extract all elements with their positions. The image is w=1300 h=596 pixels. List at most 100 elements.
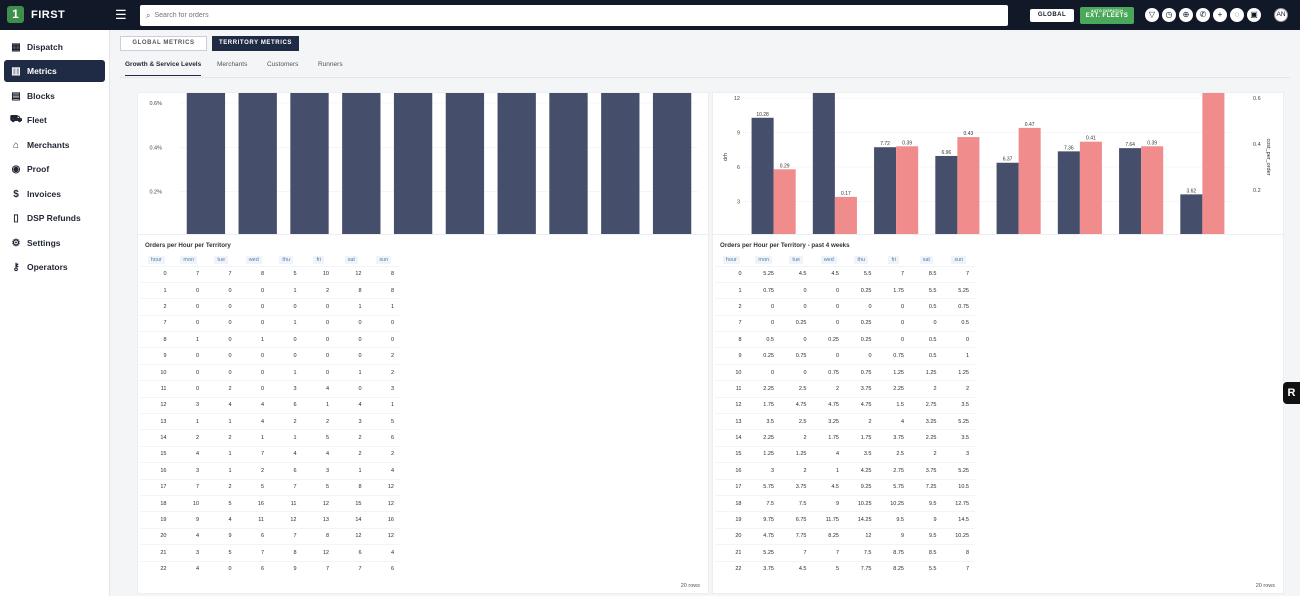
value-cell: 1	[270, 429, 303, 447]
chat-icon[interactable]: ◌	[1230, 8, 1244, 22]
sidebar-item-merchants[interactable]: ⌂ Merchants	[4, 134, 105, 156]
value-cell: 3.75	[747, 560, 780, 578]
bar-drh	[1119, 148, 1142, 236]
data-label: 0.39	[902, 140, 912, 146]
value-cell: 0	[237, 363, 270, 381]
value-cell: 0.25	[845, 331, 878, 348]
sidebar-item-fleet[interactable]: ⛟ Fleet	[4, 109, 105, 131]
value-cell: 4	[877, 413, 910, 430]
table-row: 1 0.75 0 0 0.25 1.75 5.5 5.25	[715, 281, 975, 299]
value-cell: 2	[302, 281, 335, 299]
calendar-icon[interactable]: ▣	[1247, 8, 1261, 22]
value-cell: 7	[302, 560, 335, 578]
value-cell: 0	[205, 331, 238, 348]
column-header[interactable]: mon	[748, 254, 781, 266]
column-header[interactable]: thu	[845, 254, 878, 266]
value-cell: 5.25	[747, 544, 780, 562]
column-header[interactable]: tue	[780, 254, 813, 266]
value-cell: 1.75	[747, 396, 780, 414]
sidebar-item-operators[interactable]: ⚷ Operators	[4, 256, 105, 278]
hour-cell: 15	[140, 445, 173, 463]
y-tick-label: 9	[737, 131, 740, 137]
value-cell: 2	[172, 429, 205, 447]
value-cell: 2.25	[877, 380, 910, 398]
y2-tick-label: 0.4	[1253, 142, 1261, 148]
table-header-row: hour mon tue wed thu fri sat sun	[140, 254, 400, 266]
column-header[interactable]: tue	[205, 254, 238, 266]
value-cell: 8.25	[877, 560, 910, 578]
search-bar[interactable]: ⌕	[140, 5, 1008, 26]
value-cell: 0	[172, 281, 205, 299]
tab-growth-service-levels[interactable]: Growth & Service Levels	[125, 61, 202, 76]
value-cell: 2	[812, 380, 845, 398]
search-input[interactable]	[154, 12, 955, 19]
side-widget-button[interactable]: R	[1283, 382, 1300, 404]
globe-icon[interactable]: ⊕	[1179, 8, 1193, 22]
value-cell: 2.75	[877, 462, 910, 480]
menu-collapse-icon[interactable]: ☰	[115, 7, 127, 22]
value-cell: 5	[812, 560, 845, 578]
plus-icon[interactable]: +	[1213, 8, 1227, 22]
column-header[interactable]: wed	[238, 254, 271, 266]
tab-runners[interactable]: Runners	[318, 61, 343, 68]
column-header[interactable]: thu	[270, 254, 303, 266]
column-header[interactable]: fri	[878, 254, 911, 266]
value-cell: 4	[812, 445, 845, 463]
value-cell: 0	[367, 314, 400, 332]
column-header-label: wed	[245, 255, 262, 264]
value-cell: 1	[335, 363, 368, 381]
column-header[interactable]: hour	[140, 254, 173, 266]
sidebar-item-proof[interactable]: ◉ Proof	[4, 158, 105, 180]
sidebar-item-settings[interactable]: ⚙ Settings	[4, 232, 105, 254]
column-header[interactable]: sun	[368, 254, 401, 266]
chart-panel-left: 0%0.2%0.4%0.6%June 23, 2025June 30, 2025…	[137, 92, 709, 260]
sidebar-item-dsp-refunds[interactable]: ▯ DSP Refunds	[4, 207, 105, 229]
value-cell: 0	[205, 363, 238, 381]
column-header[interactable]: fri	[303, 254, 336, 266]
value-cell: 0	[877, 298, 910, 316]
hour-cell: 1	[140, 281, 173, 299]
value-cell: 5	[367, 413, 400, 430]
global-button[interactable]: GLOBAL	[1030, 9, 1074, 22]
tab-territory-metrics[interactable]: TERRITORY METRICS	[212, 36, 299, 51]
column-header[interactable]: hour	[715, 254, 748, 266]
value-cell: 1	[335, 462, 368, 480]
logo-icon[interactable]: 1	[7, 6, 24, 23]
value-cell: 0	[910, 314, 943, 332]
column-header[interactable]: sat	[910, 254, 943, 266]
tab-merchants[interactable]: Merchants	[217, 61, 248, 68]
column-header[interactable]: sun	[943, 254, 976, 266]
data-label: 7.36	[1064, 145, 1074, 151]
value-cell: 0	[780, 298, 813, 316]
phone-icon[interactable]: ✆	[1196, 8, 1210, 22]
avatar[interactable]: AN	[1274, 8, 1288, 22]
column-header[interactable]: wed	[813, 254, 846, 266]
filter-icon[interactable]: ▽	[1145, 8, 1159, 22]
bar	[652, 92, 692, 236]
dispatch-icon: ▦	[11, 41, 21, 53]
column-header[interactable]: mon	[173, 254, 206, 266]
sidebar-item-blocks[interactable]: ▤ Blocks	[4, 85, 105, 107]
value-cell: 2	[942, 380, 975, 398]
value-cell: 12	[335, 527, 368, 545]
data-label: 7.72	[880, 141, 890, 147]
tab-global-metrics[interactable]: GLOBAL METRICS	[120, 36, 207, 51]
value-cell: 8	[942, 544, 975, 562]
value-cell: 2	[845, 413, 878, 430]
column-header[interactable]: sat	[335, 254, 368, 266]
chart-icon: ▥	[11, 65, 21, 77]
value-cell: 5.25	[942, 413, 975, 430]
sidebar-item-invoices[interactable]: $ Invoices	[4, 183, 105, 205]
tab-customers[interactable]: Customers	[267, 61, 299, 68]
auto-dispatch-button[interactable]: AUTO DISPATCH EXT. FLEETS	[1080, 7, 1134, 24]
value-cell: 0.5	[910, 347, 943, 365]
sidebar-item-metrics[interactable]: ▥ Metrics	[4, 60, 105, 82]
sidebar-item-dispatch[interactable]: ▦ Dispatch	[4, 36, 105, 58]
clock-icon[interactable]: ◷	[1162, 8, 1176, 22]
sidebar-item-label: Blocks	[27, 91, 55, 101]
value-cell: 0	[205, 560, 238, 578]
value-cell: 0	[780, 281, 813, 299]
hour-cell: 22	[715, 560, 748, 578]
column-header-label: fri	[888, 255, 900, 264]
